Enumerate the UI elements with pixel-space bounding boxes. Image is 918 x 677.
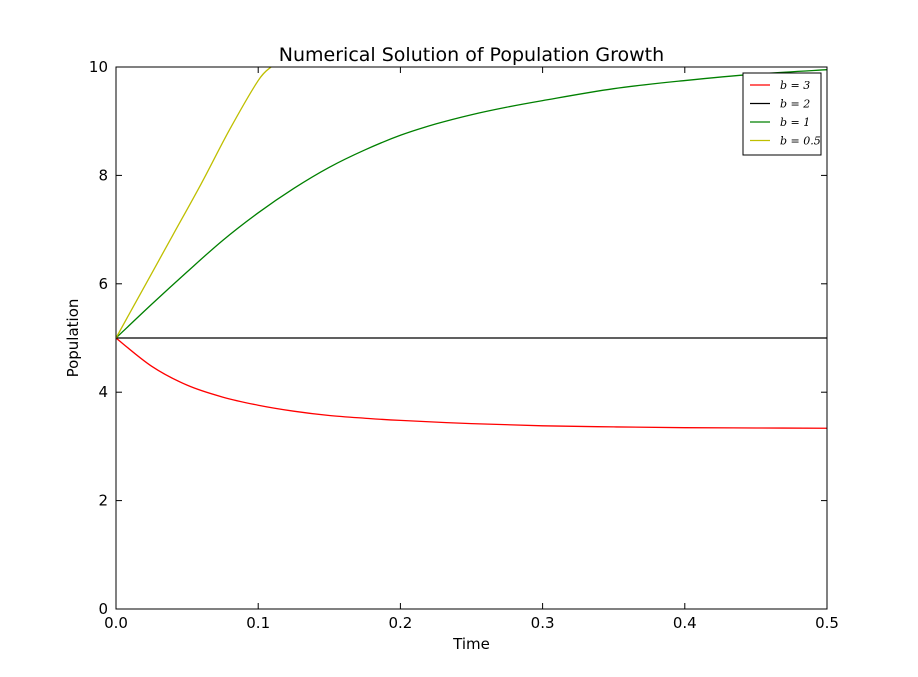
legend-box (742, 72, 822, 156)
series-line-0 (116, 337, 827, 429)
x-tick-label: 0.2 (388, 614, 412, 632)
y-tick-label: 10 (89, 58, 108, 76)
x-tick-label: 0.3 (531, 614, 555, 632)
legend-label-1: b = 2 (780, 98, 810, 111)
legend-label-0: b = 3 (780, 79, 810, 92)
series-group (116, 67, 827, 429)
y-tick-label: 6 (98, 275, 108, 293)
x-tick-label: 0.0 (104, 614, 128, 632)
y-tick-label: 8 (98, 166, 108, 184)
legend-label-2: b = 1 (780, 116, 810, 129)
series-line-2 (116, 69, 827, 339)
chart-title: Numerical Solution of Population Growth (279, 44, 664, 66)
x-axis-title: Time (452, 635, 490, 653)
series-line-3 (116, 67, 272, 339)
axes-layer: 0.0 0.1 0.2 0.3 0.4 0.5 0 2 4 6 8 10 (89, 58, 839, 632)
y-tick-label: 4 (98, 383, 108, 401)
series-layer (116, 67, 827, 429)
x-tick-label: 0.1 (246, 614, 270, 632)
legend-label-3: b = 0.5 (780, 135, 821, 148)
x-tick-label: 0.4 (673, 614, 697, 632)
x-tick-label: 0.5 (815, 614, 839, 632)
y-axis-title: Population (64, 299, 82, 378)
y-tick-label: 0 (98, 600, 108, 618)
legend: b = 3 b = 2 b = 1 b = 0.5 (742, 72, 822, 156)
y-tick-label: 2 (98, 492, 108, 510)
plot-frame (115, 66, 828, 610)
